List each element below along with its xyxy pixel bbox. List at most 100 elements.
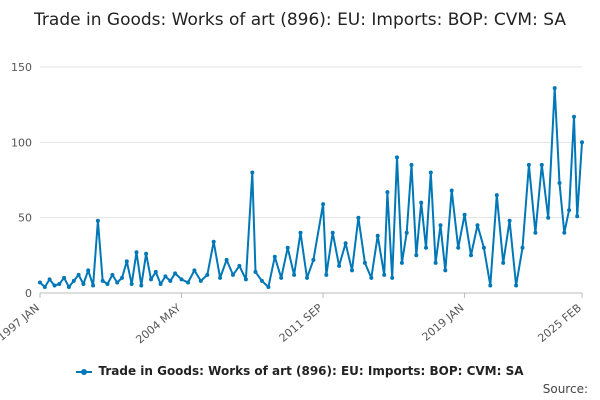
data-point (375, 233, 380, 238)
data-point (163, 274, 168, 279)
data-point (324, 272, 329, 277)
data-point (279, 275, 284, 280)
data-point (404, 230, 409, 235)
x-tick-label-0: 1997 JAN (0, 301, 42, 343)
data-point (110, 272, 115, 277)
data-point (575, 214, 580, 219)
data-point (81, 282, 86, 286)
x-axis (39, 292, 583, 298)
data-point (198, 278, 203, 283)
data-point (149, 277, 153, 282)
data-point (369, 275, 374, 280)
data-point (120, 275, 124, 280)
x-tick-label-2: 2011 SEP (277, 301, 326, 345)
data-point (62, 275, 67, 280)
data-point (124, 259, 129, 264)
data-point (343, 241, 348, 246)
data-point (100, 278, 105, 283)
data-point (469, 253, 473, 258)
data-point (520, 245, 525, 250)
data-point (501, 260, 506, 265)
data-point (443, 268, 448, 273)
data-point (475, 223, 480, 228)
y-tick-label-150: 150 (11, 61, 32, 74)
y-tick-label-100: 100 (11, 136, 32, 149)
source-label: Source: (542, 382, 588, 396)
chart-title: Trade in Goods: Works of art (896): EU: … (34, 10, 566, 30)
data-point (42, 285, 47, 289)
data-point (562, 230, 567, 235)
data-point (552, 86, 557, 91)
data-point (321, 202, 326, 207)
data-point (356, 215, 361, 220)
data-point (557, 181, 562, 185)
data-point (237, 263, 242, 268)
x-tick-label-3: 2019 JAN (420, 301, 467, 343)
data-point (250, 170, 255, 175)
data-point (173, 271, 178, 276)
data-point (539, 162, 544, 167)
gridlines (40, 66, 582, 294)
data-point (330, 230, 335, 235)
data-point (272, 254, 277, 259)
legend-swatch (76, 368, 93, 375)
legend-label: Trade in Goods: Works of art (896): EU: … (98, 364, 524, 378)
data-point (362, 260, 367, 265)
y-tick-label-50: 50 (18, 212, 32, 225)
legend[interactable]: Trade in Goods: Works of art (896): EU: … (0, 364, 600, 378)
data-point (456, 245, 461, 250)
data-point (298, 230, 303, 235)
data-point (205, 272, 210, 277)
data-point (231, 272, 235, 277)
x-axis-tick-labels: 1997 JAN 2004 MAY 2011 SEP 2019 JAN 2025 FEB (0, 301, 584, 346)
data-point (134, 250, 139, 255)
data-point (38, 280, 42, 285)
data-point (399, 260, 404, 265)
data-point (57, 282, 62, 286)
data-point (139, 283, 144, 288)
data-point (66, 285, 71, 289)
data-point (253, 269, 258, 274)
data-point (259, 278, 264, 283)
y-tick-label-0: 0 (25, 287, 32, 300)
data-point (211, 239, 216, 244)
data-point (428, 170, 433, 175)
series-layer (38, 86, 584, 289)
data-point (488, 283, 493, 288)
data-point (395, 155, 399, 160)
data-point (224, 257, 229, 262)
data-point (129, 282, 134, 286)
data-point (419, 200, 424, 205)
data-point (350, 268, 354, 273)
data-point (144, 251, 149, 256)
data-point (481, 245, 486, 250)
data-point (52, 283, 57, 288)
y-axis-tick-labels: 0 50 100 150 (11, 61, 32, 300)
data-point (95, 218, 100, 223)
data-point (546, 215, 551, 220)
data-point (567, 208, 572, 213)
data-point (158, 282, 163, 286)
data-point (179, 277, 184, 282)
x-tick-label-1: 2004 MAY (133, 301, 183, 346)
data-point (438, 223, 443, 228)
data-point (153, 269, 158, 274)
data-point (218, 275, 223, 280)
series-line-0 (39, 87, 583, 288)
data-point (305, 275, 309, 280)
data-point (192, 268, 197, 273)
data-point (424, 245, 428, 250)
data-point (266, 285, 271, 289)
data-point (47, 277, 52, 282)
data-point (86, 268, 91, 273)
data-point (311, 257, 316, 262)
data-point (507, 218, 512, 223)
data-point (580, 140, 584, 145)
data-point (572, 114, 576, 119)
data-point (526, 162, 531, 167)
data-point (91, 283, 96, 288)
data-point (409, 162, 414, 167)
data-point (382, 272, 387, 277)
x-tick-label-4: 2025 FEB (535, 301, 583, 345)
